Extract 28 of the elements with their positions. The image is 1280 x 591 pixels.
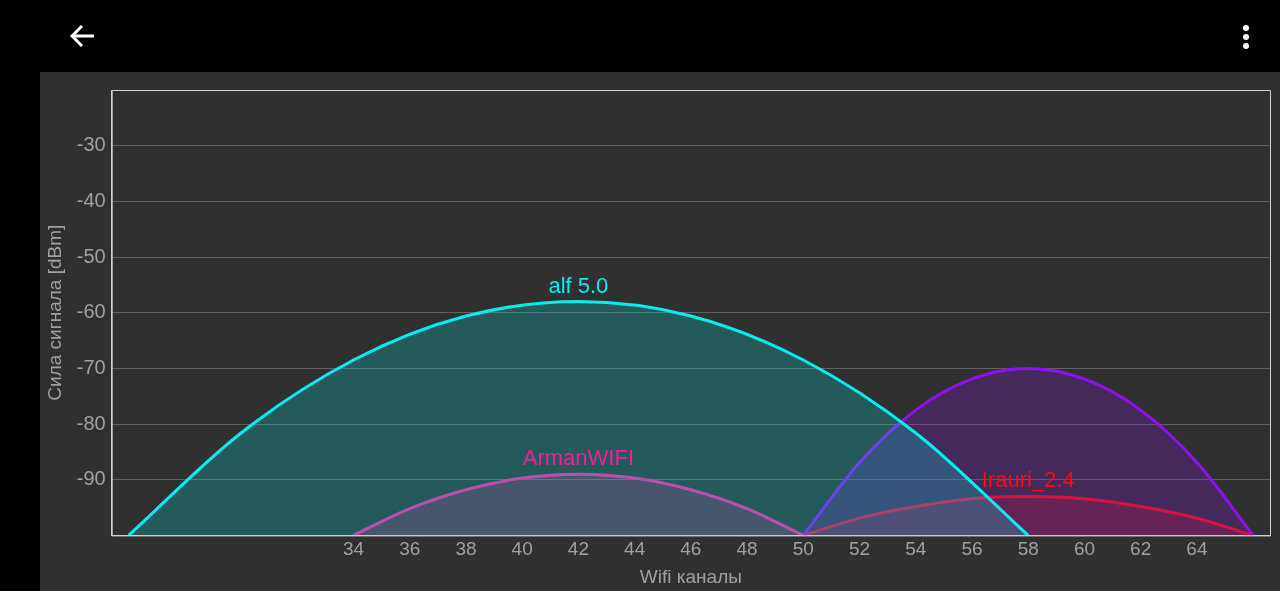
series-label: Irauri_2.4 [981,467,1075,493]
x-tick-label: 64 [1186,538,1208,560]
x-tick-label: 38 [455,538,477,560]
x-tick-label: 48 [736,538,758,560]
x-axis-title: Wifi каналы [639,565,742,587]
x-tick-label: 58 [1017,538,1039,560]
x-tick-label: 46 [680,538,702,560]
x-tick-label: 44 [624,538,646,560]
y-tick-label: -60 [76,300,106,323]
y-tick-label: -90 [76,467,106,490]
x-tick-label: 56 [961,538,983,560]
y-tick-label: -80 [76,411,106,434]
y-tick-label: -50 [76,244,106,267]
series-label: alf 5.0 [548,272,609,298]
y-tick-label: -40 [76,188,106,211]
x-tick-label: 52 [848,538,871,560]
x-tick-label: 62 [1130,538,1152,560]
y-tick-label: -70 [76,355,106,378]
x-tick-label: 42 [567,538,589,560]
x-tick-label: 34 [342,538,365,560]
x-tick-label: 60 [1073,538,1096,560]
x-tick-label: 50 [792,538,814,560]
y-axis-title: Сила сигнала [dBm] [43,224,65,401]
y-tick-label: -30 [76,133,106,156]
series-label: ArmanWIFI [522,445,635,471]
x-tick-label: 36 [399,538,421,560]
x-tick-label: 40 [511,538,533,560]
x-tick-label: 54 [905,538,927,560]
